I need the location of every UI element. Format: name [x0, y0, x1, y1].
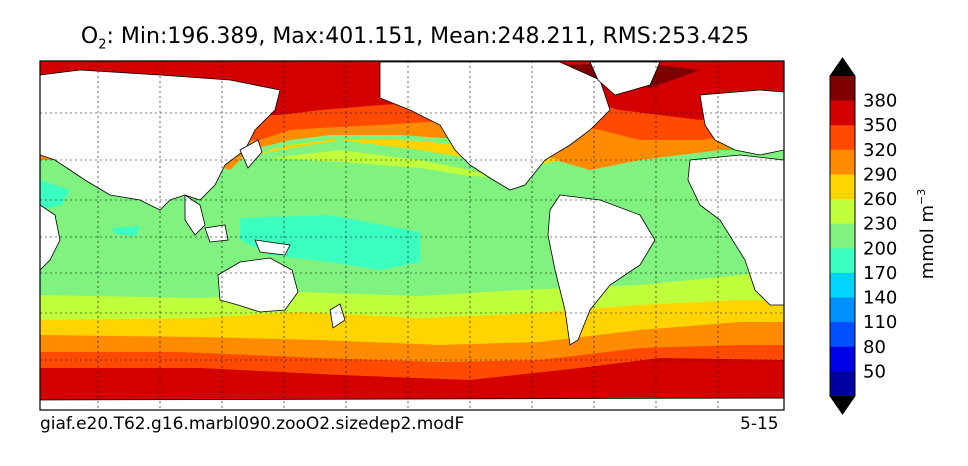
- land-europe: [699, 89, 784, 156]
- colorbar-tick-label: 350: [863, 115, 897, 136]
- land-antarctica: [40, 397, 784, 410]
- colorbar-band: [830, 322, 855, 348]
- land-newzealand: [329, 303, 346, 329]
- colorbar-band: [830, 125, 855, 151]
- colorbar-unit-label: mmol m−3: [915, 189, 938, 280]
- colorbar: 380 350 320 290 260 230 200 170 140 110 80 50: [829, 57, 897, 415]
- map-frame: [39, 60, 785, 411]
- colorbar-extend-top: [830, 58, 855, 76]
- colorbar-band: [830, 100, 855, 126]
- land-northamerica: [379, 61, 611, 191]
- contour-185-bay: [112, 226, 140, 236]
- title-subscript: 2: [98, 37, 107, 53]
- land-japan: [239, 139, 263, 169]
- colorbar-tick-label: 110: [863, 312, 897, 333]
- land-africa-west: [687, 154, 784, 306]
- land: [40, 61, 784, 410]
- colorbar-band: [830, 174, 855, 200]
- title-variable: O: [80, 24, 99, 49]
- graticule: [40, 61, 784, 410]
- land-greenland: [589, 61, 661, 96]
- colorbar-tick-label: 50: [863, 361, 886, 382]
- colorbar-tick-label: 260: [863, 189, 897, 210]
- land-southamerica: [547, 194, 656, 346]
- title-stats: : Min:196.389, Max:401.151, Mean:248.211…: [106, 24, 750, 49]
- case-name-label: giaf.e20.T62.g16.marbl090.zooO2.sizedep2…: [40, 414, 465, 434]
- colorbar-tick-label: 230: [863, 214, 897, 235]
- contour-230-north: [270, 150, 500, 178]
- colorbar-tick-label: 80: [863, 337, 886, 358]
- colorbar-tick-label: 200: [863, 238, 897, 259]
- colorbar-band: [830, 149, 855, 175]
- colorbar-band: [830, 223, 855, 249]
- contour-185-arabian: [40, 180, 70, 210]
- colorbar-tick-label: 320: [863, 140, 897, 161]
- colorbar-band: [830, 346, 855, 372]
- contour-185-tropical: [240, 215, 420, 270]
- colorbar-extend-bottom: [830, 396, 855, 414]
- land-indochina: [184, 194, 206, 236]
- contour-350-south: [40, 358, 784, 410]
- land-africa-east: [40, 204, 61, 271]
- colorbar-band: [830, 76, 855, 102]
- depth-range-label: 5-15: [740, 414, 779, 434]
- colorbar-band: [830, 199, 855, 225]
- colorbar-band: [830, 371, 855, 397]
- land-australia: [217, 257, 299, 313]
- colorbar-tick-label: 380: [863, 91, 897, 112]
- colorbar-band: [830, 272, 855, 299]
- colorbar-tick-label: 140: [863, 288, 897, 309]
- land-newguinea: [254, 239, 291, 256]
- colorbar-tick-label: 290: [863, 164, 897, 185]
- colorbar-band: [830, 248, 855, 274]
- colorbar-tick-label: 170: [863, 263, 897, 284]
- colorbar-outline: [829, 57, 856, 415]
- colorbar-band: [830, 297, 855, 323]
- plot-title: O2: Min:196.389, Max:401.151, Mean:248.2…: [0, 24, 830, 52]
